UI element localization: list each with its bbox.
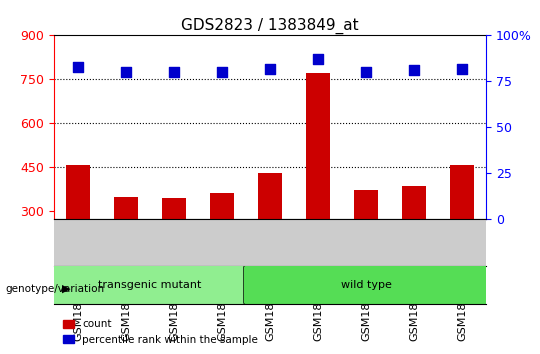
- Bar: [354, 190, 378, 219]
- Text: ▶: ▶: [62, 284, 71, 293]
- Point: [170, 69, 178, 75]
- Bar: [210, 193, 234, 219]
- Point: [314, 57, 322, 62]
- Text: transgenic mutant: transgenic mutant: [98, 280, 201, 290]
- Bar: [306, 73, 330, 219]
- FancyBboxPatch shape: [52, 266, 248, 304]
- Point: [362, 69, 370, 75]
- Bar: [402, 186, 426, 219]
- Point: [458, 66, 467, 72]
- Point: [410, 68, 418, 73]
- Text: wild type: wild type: [341, 280, 392, 290]
- Point: [218, 69, 226, 75]
- Bar: [114, 197, 138, 219]
- Bar: [450, 165, 474, 219]
- FancyBboxPatch shape: [244, 266, 488, 304]
- Point: [73, 64, 82, 69]
- Title: GDS2823 / 1383849_at: GDS2823 / 1383849_at: [181, 18, 359, 34]
- Text: genotype/variation: genotype/variation: [5, 284, 105, 293]
- Legend: count, percentile rank within the sample: count, percentile rank within the sample: [59, 315, 262, 349]
- Bar: [162, 198, 186, 219]
- Point: [122, 69, 130, 75]
- Point: [266, 66, 274, 72]
- Bar: [66, 165, 90, 219]
- Bar: [258, 173, 282, 219]
